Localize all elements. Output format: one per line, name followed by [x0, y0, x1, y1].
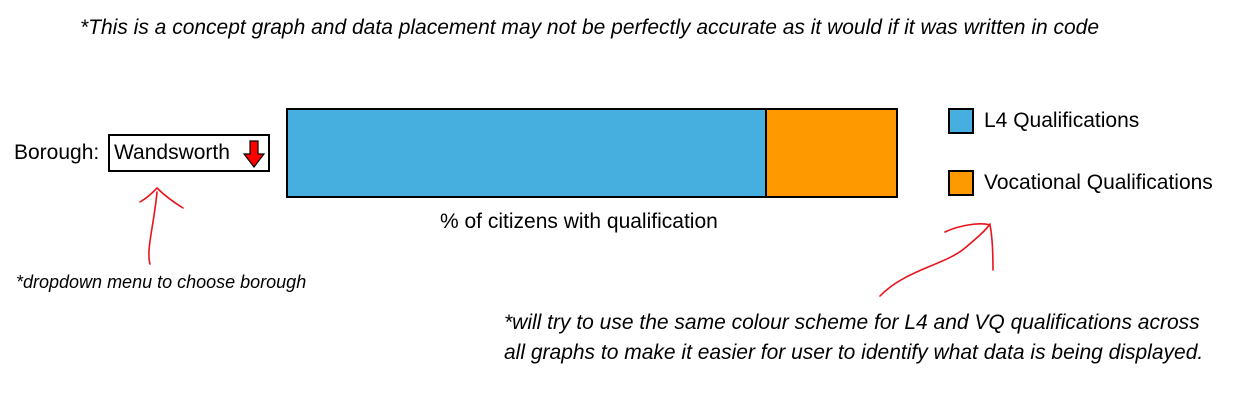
bar-segment-vq: [765, 110, 896, 196]
dropdown-annotation-arrow: [148, 191, 158, 265]
legend-item-l4: L4 Qualifications: [948, 108, 1139, 134]
borough-dropdown[interactable]: Wandsworth: [108, 134, 270, 172]
borough-selected-value: Wandsworth: [114, 141, 230, 164]
legend-swatch-l4: [948, 108, 974, 134]
stacked-bar: [286, 108, 898, 198]
legend-label-l4: L4 Qualifications: [984, 109, 1140, 132]
legend-label-vq: Vocational Qualifications: [984, 171, 1213, 194]
colour-scheme-annotation: *will try to use the same colour scheme …: [504, 311, 1204, 364]
legend-swatch-vq: [948, 170, 974, 196]
red-down-arrow-icon[interactable]: [243, 140, 265, 168]
colour-arrowhead-b: [989, 224, 994, 271]
bar-axis-label: % of citizens with qualification: [440, 210, 718, 233]
dropdown-annotation: *dropdown menu to choose borough: [16, 272, 307, 292]
colour-arrowhead-a: [944, 223, 991, 233]
legend-item-vq: Vocational Qualifications: [948, 170, 1213, 196]
dropdown-arrowhead: [139, 186, 184, 209]
colour-annotation-arrow: [879, 223, 991, 297]
bar-segment-l4: [288, 110, 766, 196]
disclaimer-note: *This is a concept graph and data placem…: [80, 16, 1100, 39]
borough-label: Borough:: [14, 141, 100, 164]
